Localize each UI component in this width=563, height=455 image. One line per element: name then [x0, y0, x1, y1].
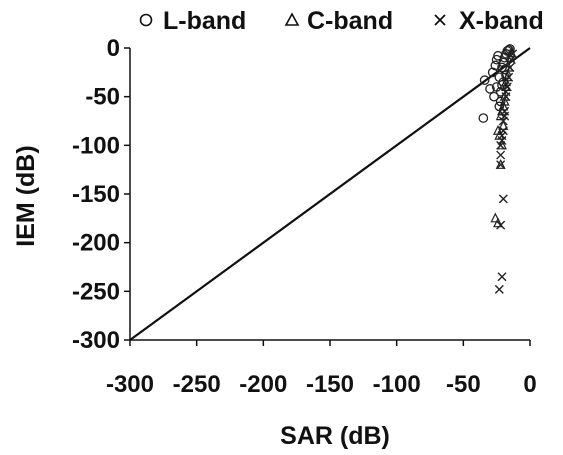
legend-marker-x-band: [434, 14, 446, 26]
x-tick-label: -100: [373, 371, 421, 398]
point-l-band: [479, 75, 490, 85]
legend-label-x-band: X-band: [459, 7, 544, 35]
y-tick-label: -200: [72, 230, 120, 257]
x-tick-label: -150: [306, 371, 354, 398]
data-points: [478, 44, 518, 294]
point-l-band: [485, 84, 495, 94]
x-tick-label: -200: [239, 371, 287, 398]
point-x-band: [500, 111, 510, 121]
x-tick-label: -250: [173, 371, 221, 398]
y-tick-label: 0: [107, 35, 120, 62]
point-c-band: [495, 158, 506, 169]
y-tick-label: -250: [72, 278, 120, 305]
point-x-band: [497, 272, 507, 282]
point-x-band: [505, 62, 515, 72]
y-tick-label: -300: [72, 327, 120, 354]
point-c-band: [493, 124, 503, 135]
point-x-band: [497, 135, 507, 145]
point-x-band: [496, 150, 506, 160]
point-x-band: [496, 160, 506, 170]
legend: L-band C-band X-band: [139, 7, 544, 35]
y-axis-ticks: 0 -50 -100 -150 -200 -250 -300: [72, 35, 130, 354]
point-x-band: [498, 126, 508, 136]
point-x-band: [504, 72, 514, 82]
legend-label-l-band: L-band: [163, 7, 246, 35]
one-to-one-line: [129, 47, 531, 341]
point-l-band: [489, 91, 499, 102]
point-c-band: [499, 95, 510, 106]
point-x-band: [501, 87, 511, 97]
point-c-band: [493, 217, 503, 228]
point-x-band: [494, 284, 504, 294]
point-c-band: [498, 120, 509, 130]
point-x-band: [496, 220, 506, 230]
x-tick-label: -300: [106, 371, 154, 398]
point-l-band: [495, 96, 506, 107]
point-x-band: [498, 194, 508, 204]
y-axis-title: IEM (dB): [12, 145, 40, 246]
point-l-band: [487, 67, 498, 78]
x-tick-label: -50: [446, 371, 481, 398]
legend-marker-l-band: [139, 13, 153, 27]
point-c-band: [490, 212, 501, 223]
point-l-band: [478, 113, 489, 123]
legend-marker-c-band: [284, 12, 300, 26]
y-tick-label: -50: [85, 84, 120, 111]
x-axis-title: SAR (dB): [280, 422, 390, 450]
point-l-band: [491, 82, 502, 92]
point-x-band: [508, 49, 518, 59]
y-tick-label: -100: [72, 132, 120, 159]
point-l-band: [494, 101, 505, 112]
legend-label-c-band: C-band: [307, 7, 393, 35]
x-tick-label: 0: [523, 371, 536, 398]
x-axis-ticks: -300 -250 -200 -150 -100 -50 0: [106, 340, 537, 398]
y-tick-label: -150: [72, 181, 120, 208]
